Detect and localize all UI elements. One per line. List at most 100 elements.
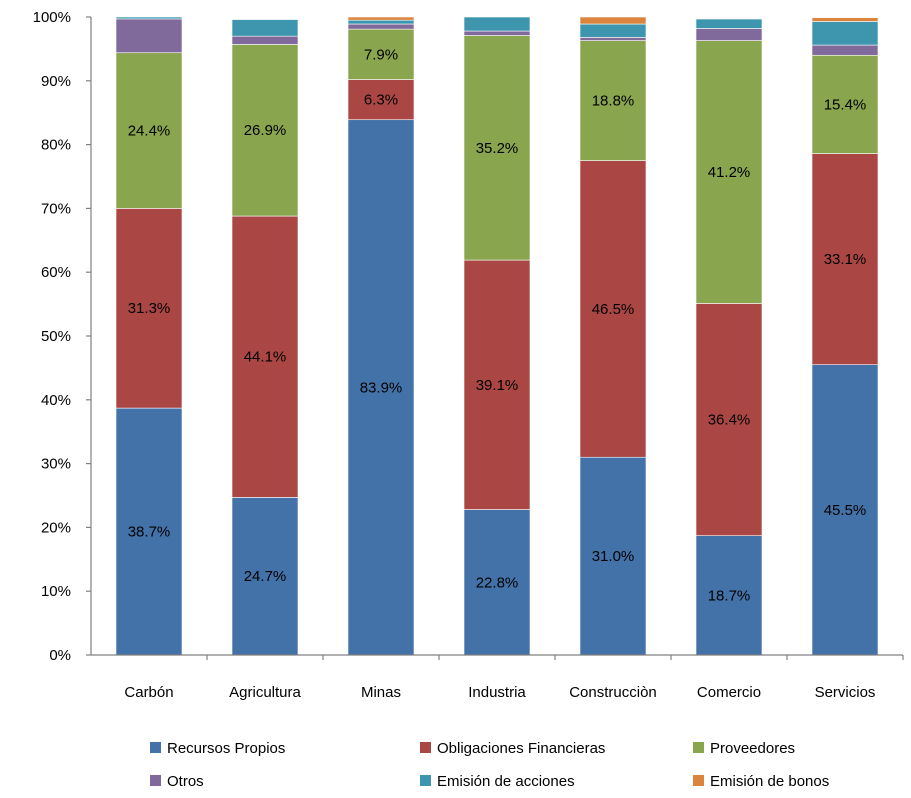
legend: Recursos Propios Obligaciones Financieras… bbox=[150, 740, 829, 790]
y-tick-label: 40% bbox=[41, 392, 71, 409]
bar-segment bbox=[579, 40, 647, 161]
bar-stack: 45.5% 33.1% 15.4% bbox=[811, 17, 879, 656]
x-tick-label: Construcciòn bbox=[569, 684, 657, 701]
bar-stack: 22.8% 39.1% 35.2% bbox=[463, 16, 531, 656]
data-label: 46.5% bbox=[592, 301, 635, 318]
data-label: 6.3% bbox=[364, 92, 398, 109]
bar-segment bbox=[347, 16, 415, 21]
bar-segment bbox=[579, 37, 647, 41]
bar-stack: 24.7% 44.1% 26.9% bbox=[231, 19, 299, 656]
bar-segment bbox=[463, 16, 531, 32]
bar-segment bbox=[231, 19, 299, 37]
bar-segment bbox=[695, 303, 763, 536]
legend-swatch bbox=[420, 775, 431, 786]
legend-label: Proveedores bbox=[710, 740, 795, 757]
legend-label: Obligaciones Financieras bbox=[437, 740, 605, 757]
data-label: 24.4% bbox=[128, 123, 171, 140]
bar-segment bbox=[347, 119, 415, 656]
legend-item: Obligaciones Financieras bbox=[420, 740, 605, 757]
bar-segment bbox=[115, 208, 183, 409]
legend-swatch bbox=[693, 742, 704, 753]
data-label: 41.2% bbox=[708, 164, 751, 181]
bar-segment bbox=[579, 160, 647, 458]
bar-stack: 83.9% 6.3% 7.9% bbox=[347, 16, 415, 656]
bar-stack: 38.7% 31.3% 24.4% bbox=[115, 16, 183, 656]
legend-label: Emisión de bonos bbox=[710, 773, 829, 790]
data-label: 44.1% bbox=[244, 349, 287, 366]
legend-item: Otros bbox=[150, 773, 204, 790]
legend-label: Recursos Propios bbox=[167, 740, 285, 757]
bar-segment bbox=[811, 153, 879, 366]
x-tick-label: Industria bbox=[468, 684, 526, 701]
bar-segment bbox=[347, 19, 415, 25]
x-tick-label: Carbón bbox=[124, 684, 173, 701]
bar-segment bbox=[231, 35, 299, 45]
y-tick-label: 20% bbox=[41, 519, 71, 536]
bar-segment bbox=[811, 44, 879, 56]
data-label: 18.8% bbox=[592, 93, 635, 110]
legend-label: Otros bbox=[167, 773, 204, 790]
bar-segment bbox=[579, 16, 647, 25]
data-label: 38.7% bbox=[128, 524, 171, 541]
bar-segment bbox=[695, 18, 763, 29]
bar-segment bbox=[463, 35, 531, 261]
data-label: 22.8% bbox=[476, 574, 519, 591]
y-axis: 0% 10% 20% 30% 40% 50% 60% 70% 80% 90% 100% bbox=[33, 9, 92, 664]
legend-item: Emisión de acciones bbox=[420, 773, 575, 790]
bar-stack: 31.0% 46.5% 18.8% bbox=[579, 16, 647, 656]
bar-segment bbox=[811, 17, 879, 22]
legend-item: Proveedores bbox=[693, 740, 795, 757]
bar-segment bbox=[695, 28, 763, 41]
legend-item: Emisión de bonos bbox=[693, 773, 829, 790]
y-tick-label: 10% bbox=[41, 583, 71, 600]
bar-segment bbox=[579, 23, 647, 38]
data-label: 36.4% bbox=[708, 412, 751, 429]
bar-segment bbox=[695, 40, 763, 304]
bar-segment bbox=[115, 18, 183, 54]
y-tick-label: 0% bbox=[49, 647, 71, 664]
bar-segment bbox=[463, 259, 531, 510]
y-tick-label: 90% bbox=[41, 73, 71, 90]
data-label: 83.9% bbox=[360, 379, 403, 396]
data-label: 18.7% bbox=[708, 587, 751, 604]
bar-segment bbox=[347, 79, 415, 121]
bars: 38.7% 31.3% 24.4% 24.7% 44.1% 26.9% 83.9% 6.3% 7… bbox=[115, 16, 879, 656]
legend-swatch bbox=[693, 775, 704, 786]
data-label: 24.7% bbox=[244, 568, 287, 585]
x-tick-label: Minas bbox=[361, 684, 401, 701]
y-tick-label: 60% bbox=[41, 264, 71, 281]
data-label: 33.1% bbox=[824, 251, 867, 268]
y-tick-label: 100% bbox=[33, 9, 71, 26]
bar-segment bbox=[347, 23, 415, 30]
bar-segment bbox=[115, 407, 183, 656]
bar-segment bbox=[115, 16, 183, 20]
x-axis: Carbón Agricultura Minas Industria Construcc… bbox=[91, 654, 904, 701]
data-label: 39.1% bbox=[476, 377, 519, 394]
bar-segment bbox=[811, 21, 879, 46]
bar-segment bbox=[579, 456, 647, 656]
legend-item: Recursos Propios bbox=[150, 740, 285, 757]
bar-segment bbox=[463, 509, 531, 656]
data-label: 26.9% bbox=[244, 122, 287, 139]
data-label: 15.4% bbox=[824, 96, 867, 113]
bar-segment bbox=[231, 44, 299, 217]
bar-segment bbox=[463, 30, 531, 36]
y-tick-label: 70% bbox=[41, 200, 71, 217]
bar-segment bbox=[695, 17, 763, 20]
y-tick-label: 30% bbox=[41, 456, 71, 473]
x-tick-label: Comercio bbox=[697, 684, 761, 701]
legend-swatch bbox=[150, 742, 161, 753]
legend-swatch bbox=[420, 742, 431, 753]
bar-segment bbox=[811, 364, 879, 656]
legend-label: Emisión de acciones bbox=[437, 773, 575, 790]
data-label: 31.3% bbox=[128, 300, 171, 317]
data-label: 31.0% bbox=[592, 548, 635, 565]
data-label: 45.5% bbox=[824, 502, 867, 519]
bar-segment bbox=[231, 215, 299, 498]
x-tick-label: Servicios bbox=[815, 684, 876, 701]
y-tick-label: 80% bbox=[41, 137, 71, 154]
bar-stack: 18.7% 36.4% 41.2% bbox=[695, 17, 763, 656]
y-tick-label: 50% bbox=[41, 328, 71, 345]
data-label: 35.2% bbox=[476, 140, 519, 157]
